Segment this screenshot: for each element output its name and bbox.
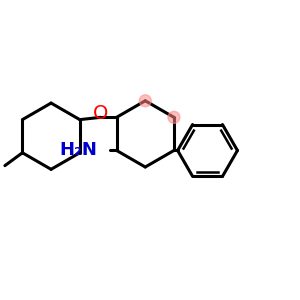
Text: H₂N: H₂N xyxy=(59,142,97,160)
Circle shape xyxy=(168,111,180,123)
Circle shape xyxy=(139,95,151,107)
Text: O: O xyxy=(93,104,109,123)
